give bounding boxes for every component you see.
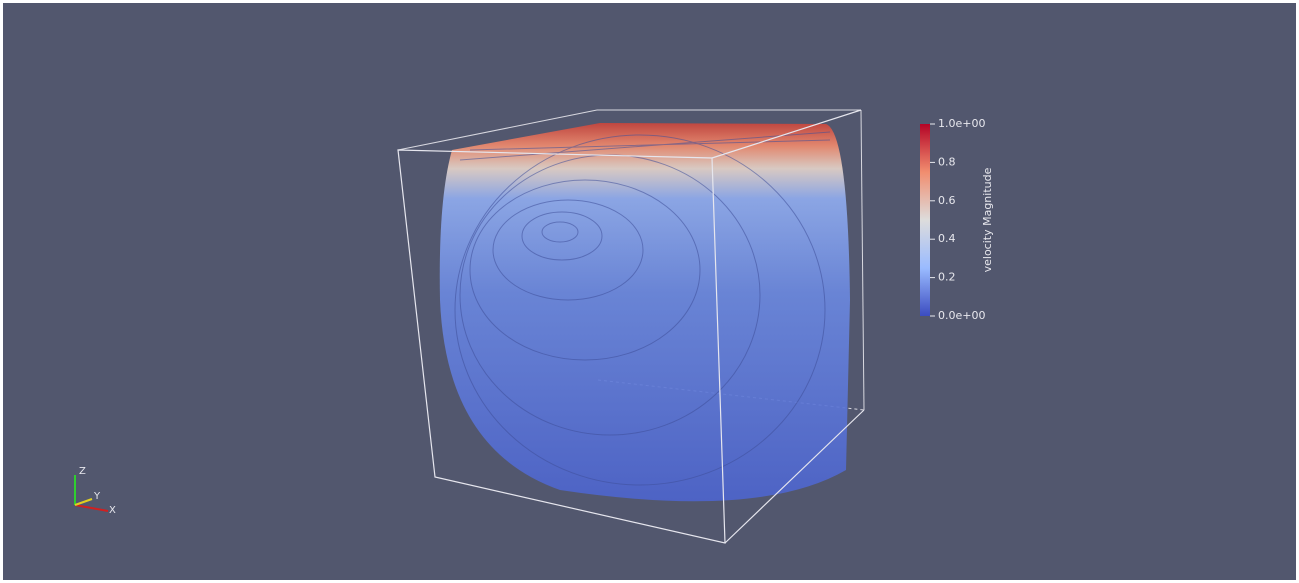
color-bar-title: velocity Magnitude bbox=[981, 167, 994, 272]
z-label: Z bbox=[79, 466, 86, 477]
color-bar-tick-label: 0.4 bbox=[938, 232, 956, 245]
box-front bbox=[397, 109, 865, 544]
color-bar-tick-label: 0.2 bbox=[938, 271, 956, 284]
orientation-axes: Z Y X bbox=[74, 466, 116, 516]
color-bar-tick-label: 0.0e+00 bbox=[938, 309, 985, 322]
x-label: X bbox=[109, 505, 116, 516]
y-axis bbox=[74, 498, 93, 506]
y-label: Y bbox=[93, 491, 101, 502]
color-bar-tick-label: 0.8 bbox=[938, 155, 956, 168]
color-bar-tick-label: 0.6 bbox=[938, 194, 956, 207]
streamlines bbox=[439, 123, 850, 502]
color-bar-tick-label: 1.0e+00 bbox=[938, 117, 985, 130]
x-axis bbox=[74, 504, 109, 512]
color-bar bbox=[920, 124, 930, 316]
